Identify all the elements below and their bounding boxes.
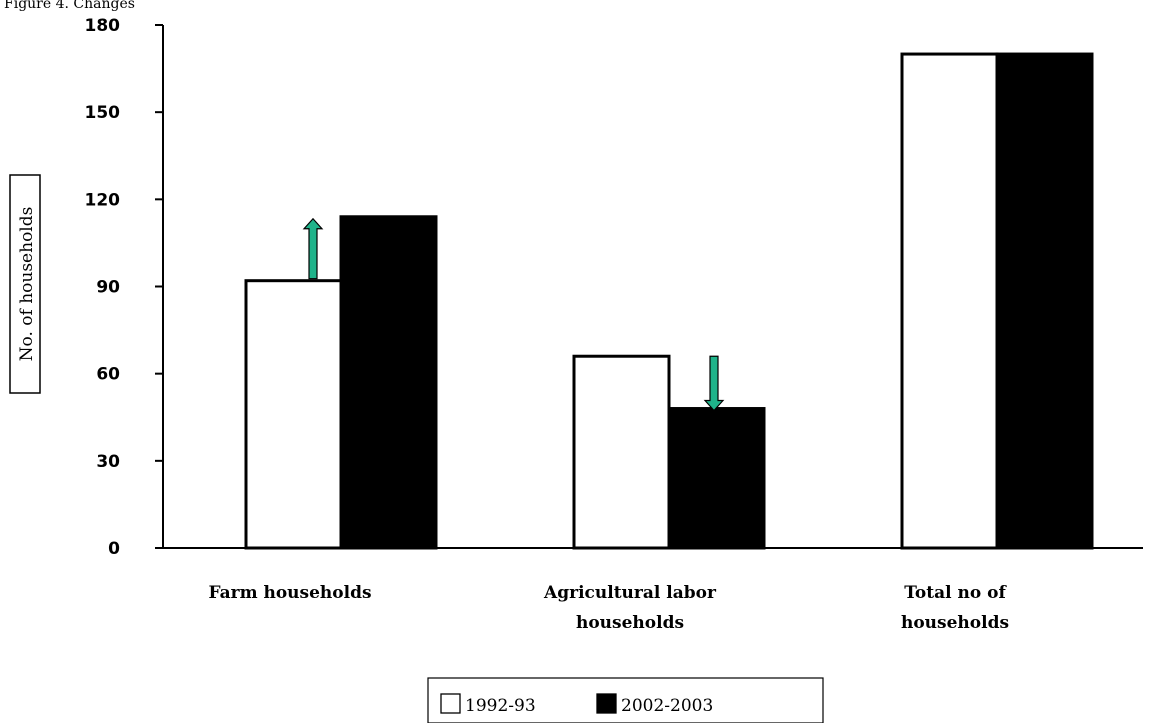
x-category-label: Farm households <box>208 583 371 603</box>
y-axis-label-box: No. of households <box>9 174 41 394</box>
figure-header: Figure 4. Changes <box>4 0 135 12</box>
bar-1992-93-cat-1 <box>572 354 671 550</box>
down-arrow-icon <box>703 355 725 412</box>
y-tick-label: 0 <box>108 539 120 559</box>
legend-label-1992-93: 1992-93 <box>465 696 536 716</box>
bars <box>244 52 1094 550</box>
bar-1992-93-cat-2 <box>900 52 999 550</box>
legend-label-2002-2003: 2002-2003 <box>621 696 713 716</box>
y-tick-label: 180 <box>85 16 121 36</box>
bar-2002-2003-cat-1 <box>667 407 766 550</box>
x-category-label: Total no of <box>904 583 1007 603</box>
legend-swatch-2002-2003 <box>596 693 617 714</box>
y-tick-label: 120 <box>85 190 121 210</box>
up-arrow-icon <box>302 217 324 280</box>
legend-box <box>427 677 824 723</box>
legend: 1992-93 2002-2003 <box>427 677 824 723</box>
y-axis-ticks: 0 30 60 90 120 150 180 <box>85 16 163 559</box>
y-tick-label: 60 <box>96 365 120 385</box>
change-arrows <box>302 217 725 412</box>
y-tick-label: 150 <box>85 103 121 123</box>
bar-2002-2003-cat-2 <box>995 52 1094 550</box>
legend-swatch-1992-93 <box>440 693 461 714</box>
y-tick-label: 30 <box>96 452 120 472</box>
bar-1992-93-cat-0 <box>244 279 343 550</box>
y-axis-label: No. of households <box>17 207 37 362</box>
x-category-label: households <box>576 613 684 633</box>
x-category-label: Agricultural labor <box>543 583 717 603</box>
bar-2002-2003-cat-0 <box>339 215 438 550</box>
x-axis-categories: Farm households Agricultural labor househo… <box>208 583 1009 633</box>
x-category-label: households <box>901 613 1009 633</box>
y-tick-label: 90 <box>96 278 120 298</box>
